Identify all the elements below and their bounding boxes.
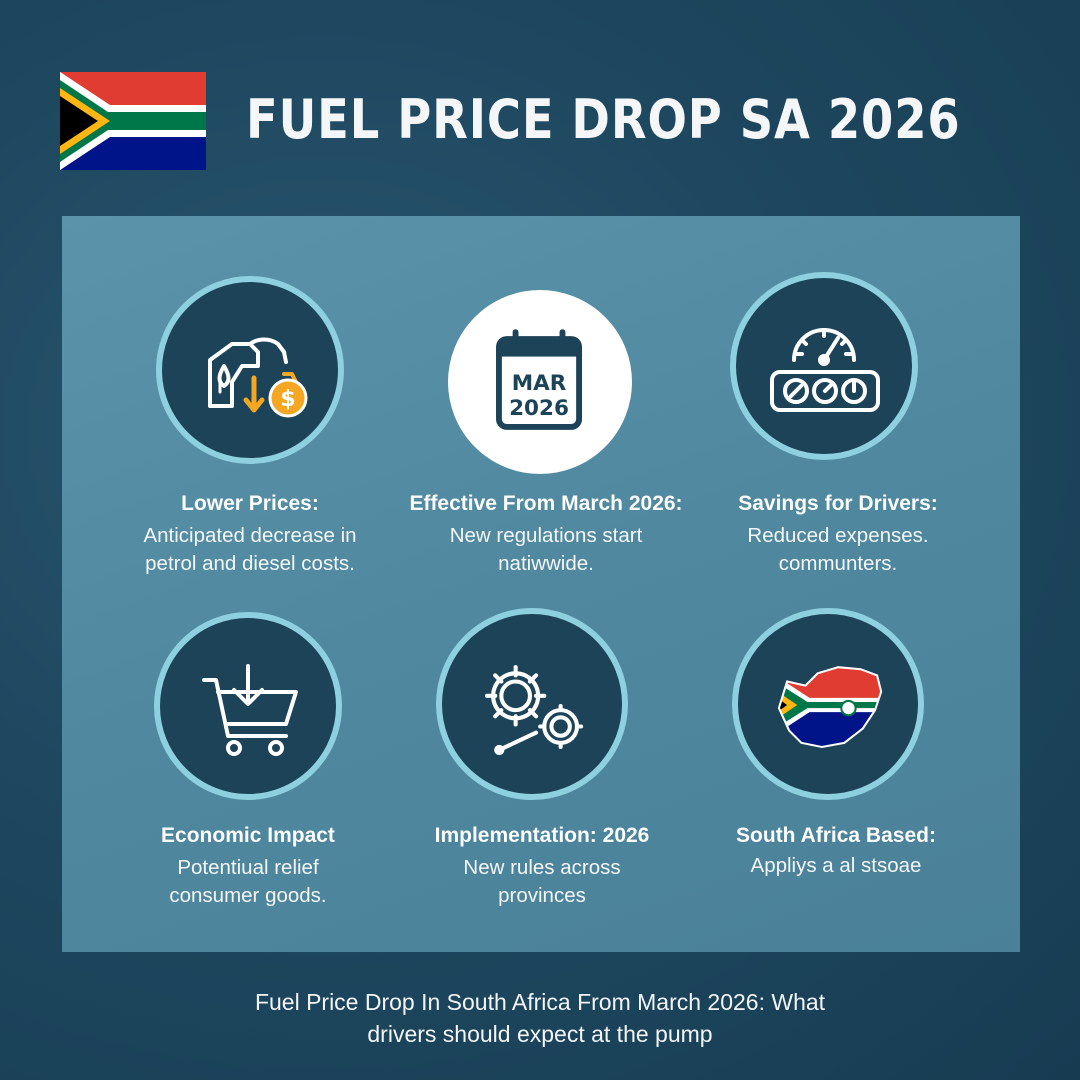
gauge-dashboard-icon: [770, 328, 880, 412]
card-title: Lower Prices:: [181, 492, 319, 515]
footer-caption-line: drivers should expect at the pump: [367, 1021, 713, 1047]
card-description-line: provinces: [498, 884, 586, 907]
card-title: South Africa Based:: [736, 824, 936, 847]
card-description-line: consumer goods.: [169, 884, 327, 907]
shopping-cart-down-icon: [202, 664, 298, 756]
card-description: New rules across provinces: [382, 854, 702, 910]
card-description: Anticipated decrease in petrol and diese…: [90, 522, 410, 578]
south-africa-map-flag-icon: [777, 666, 883, 748]
card-description: Reduced expenses. communters.: [678, 522, 998, 578]
card-description: Potentiual relief consumer goods.: [88, 854, 408, 910]
calendar-year: 2026: [509, 396, 569, 421]
card-description-line: natiwwide.: [498, 552, 594, 575]
card-description-line: Anticipated decrease in: [143, 524, 357, 547]
icon-ring: $: [156, 276, 344, 464]
icon-ring: [436, 608, 628, 800]
card-description-line: petrol and diesel costs.: [145, 552, 355, 575]
fuel-nozzle-money-bag-icon: $: [208, 337, 308, 418]
gears-icon: [484, 665, 584, 756]
card-description: New regulations start natiwwide.: [386, 522, 706, 578]
card-title: Savings for Drivers:: [738, 492, 938, 515]
footer-caption: Fuel Price Drop In South Africa From Mar…: [140, 986, 940, 1050]
card-description-line: Appliys a al stsoae: [750, 854, 922, 877]
card-title: Economic Impact: [161, 824, 335, 847]
svg-text:$: $: [280, 387, 295, 412]
card-description-line: New rules across: [463, 856, 621, 879]
card-title: Effective From March 2026:: [409, 492, 683, 515]
page-title: FUEL PRICE DROP SA 2026: [246, 88, 961, 151]
footer-caption-line: Fuel Price Drop In South Africa From Mar…: [254, 989, 826, 1015]
calendar-month: MAR: [512, 371, 567, 396]
card-description-line: Potentiual relief: [177, 856, 319, 879]
calendar-icon: MAR 2026: [496, 329, 583, 430]
south-africa-flag-icon: [60, 72, 206, 170]
card-description-line: Reduced expenses.: [747, 524, 929, 547]
card-description: Appliys a al stsoae: [676, 852, 996, 880]
card-description-line: communters.: [778, 552, 898, 575]
icon-ring: [730, 272, 918, 460]
icon-ring: [732, 608, 924, 800]
card-title: Implementation: 2026: [434, 824, 650, 847]
icon-ring: MAR 2026: [448, 290, 632, 474]
card-description-line: New regulations start: [449, 524, 643, 547]
icon-ring: [154, 612, 342, 800]
